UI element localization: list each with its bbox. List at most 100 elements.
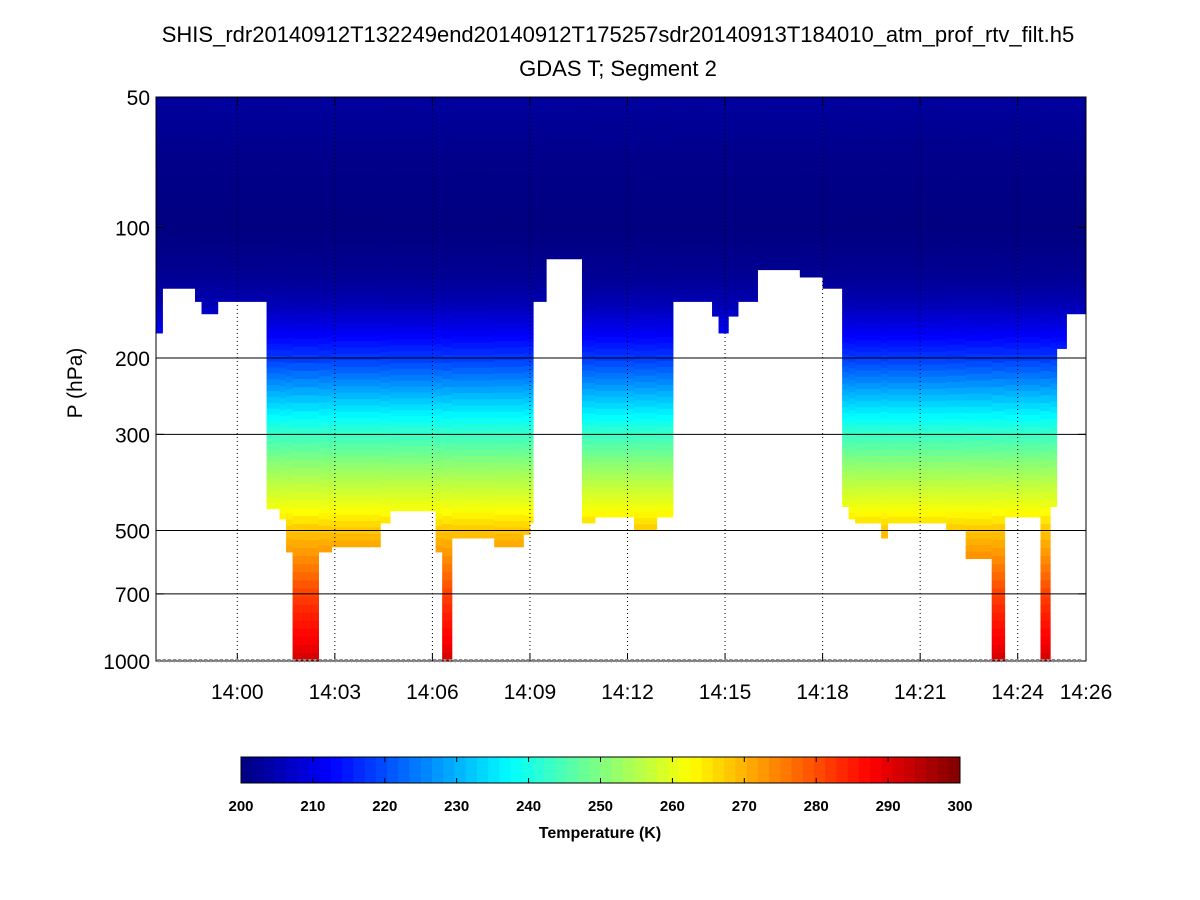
profile-column-28	[881, 97, 889, 539]
heatmap-cell	[881, 512, 889, 520]
heatmap-cell	[529, 303, 534, 311]
heatmap-cell	[217, 117, 267, 121]
heatmap-cell	[728, 281, 739, 286]
heatmap-cell	[533, 146, 547, 151]
heatmap-cell	[523, 328, 531, 335]
heatmap-cell	[965, 255, 993, 263]
heatmap-cell	[842, 313, 850, 320]
heatmap-cell	[712, 247, 719, 251]
surface-marker	[703, 659, 707, 663]
heatmap-cell	[848, 199, 856, 207]
heatmap-cell	[728, 106, 739, 111]
heatmap-cell	[728, 294, 739, 298]
heatmap-cell	[533, 231, 547, 235]
heatmap-cell	[1066, 124, 1087, 129]
surface-marker	[874, 659, 879, 663]
heatmap-cell	[380, 443, 391, 451]
heatmap-cell	[656, 108, 674, 116]
heatmap-cell	[286, 226, 293, 235]
heatmap-cell	[728, 284, 739, 289]
heatmap-cell	[634, 276, 658, 284]
heatmap-cell	[757, 163, 801, 167]
heatmap-cell	[529, 230, 534, 238]
surface-marker	[755, 659, 759, 663]
surface-marker	[765, 659, 770, 663]
heatmap-cell	[451, 197, 495, 205]
heatmap-cell	[1066, 121, 1087, 126]
heatmap-cell	[380, 249, 391, 256]
heatmap-cell	[887, 176, 947, 183]
heatmap-cell	[848, 470, 856, 478]
heatmap-cell	[195, 196, 202, 200]
heatmap-cell	[201, 180, 219, 185]
heatmap-cell	[529, 267, 534, 275]
heatmap-cell	[848, 253, 856, 261]
heatmap-cell	[634, 388, 658, 395]
heatmap-cell	[946, 412, 967, 420]
surface-marker	[817, 659, 822, 663]
heatmap-cell	[1050, 161, 1058, 168]
profile-column-25	[842, 97, 850, 508]
heatmap-cell	[855, 297, 882, 305]
heatmap-cell	[442, 403, 453, 412]
heatmap-cell	[279, 380, 287, 387]
surface-marker	[807, 659, 811, 663]
heatmap-cell	[286, 233, 293, 241]
heatmap-cell	[1050, 219, 1058, 227]
heatmap-cell	[292, 314, 319, 324]
surface-marker	[656, 659, 661, 663]
heatmap-cell	[156, 221, 163, 226]
heatmap-cell	[822, 203, 843, 207]
heatmap-cell	[451, 298, 495, 306]
heatmap-cell	[738, 254, 758, 259]
heatmap-cell	[523, 409, 531, 417]
colorbar-swatch	[443, 757, 455, 783]
heatmap-cell	[1040, 346, 1051, 356]
heatmap-cell	[634, 425, 658, 433]
heatmap-cell	[855, 486, 882, 494]
heatmap-cell	[201, 288, 219, 293]
heatmap-cell	[546, 196, 583, 200]
heatmap-cell	[965, 472, 993, 480]
heatmap-cell	[442, 459, 453, 469]
heatmap-cell	[712, 181, 719, 186]
heatmap-cell	[594, 150, 635, 158]
heatmap-cell	[991, 225, 1006, 235]
heatmap-cell	[757, 141, 801, 145]
heatmap-cell	[442, 636, 453, 646]
heatmap-cell	[881, 342, 889, 350]
heatmap-cell	[451, 248, 495, 256]
heatmap-cell	[1050, 260, 1058, 268]
heatmap-cell	[965, 189, 993, 197]
heatmap-cell	[634, 338, 658, 346]
heatmap-cell	[581, 218, 596, 226]
heatmap-cell	[162, 266, 196, 270]
heatmap-cell	[494, 141, 524, 149]
heatmap-cell	[279, 428, 287, 436]
heatmap-cell	[656, 504, 674, 512]
heatmap-cell	[279, 386, 287, 393]
heatmap-cell	[842, 424, 850, 431]
profile-column-30	[946, 97, 967, 532]
heatmap-cell	[738, 155, 758, 159]
surface-marker	[885, 659, 889, 663]
colorbar-swatch	[735, 757, 748, 783]
heatmap-cell	[728, 178, 739, 183]
heatmap-cell	[523, 453, 531, 460]
heatmap-cell	[523, 309, 531, 317]
heatmap-cell	[799, 184, 824, 188]
heatmap-cell	[757, 257, 801, 261]
heatmap-cell	[842, 161, 850, 168]
heatmap-cell	[156, 302, 163, 307]
heatmap-cell	[728, 265, 739, 270]
heatmap-cell	[757, 188, 801, 192]
heatmap-cell	[494, 219, 524, 227]
heatmap-cell	[162, 107, 196, 112]
heatmap-cell	[881, 481, 889, 489]
heatmap-cell	[380, 273, 391, 281]
heatmap-cell	[656, 114, 674, 122]
heatmap-cell	[1004, 330, 1041, 338]
heatmap-cell	[494, 482, 524, 490]
heatmap-cell	[266, 249, 280, 257]
heatmap-cell	[1050, 243, 1058, 250]
